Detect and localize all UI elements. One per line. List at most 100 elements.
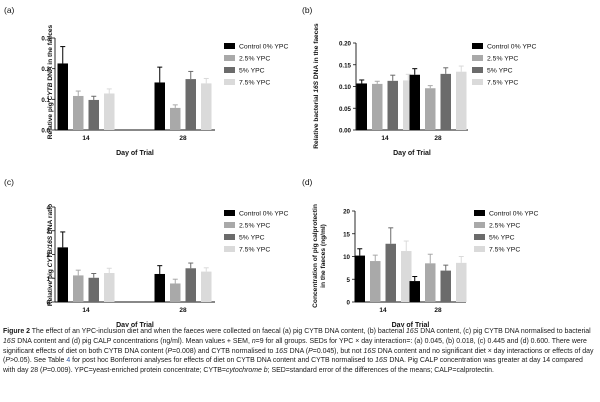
bar — [104, 273, 115, 302]
bar — [425, 88, 436, 130]
bar — [170, 283, 181, 302]
caption-segment: DNA. Pig CALP concentration was greater … — [3, 357, 583, 375]
caption-segment: DNA content, (c) pig CYTB DNA normalised… — [418, 328, 591, 335]
bar — [440, 270, 451, 302]
caption-segment: DNA ( — [287, 347, 309, 355]
bar — [185, 79, 196, 130]
legend-swatch — [224, 222, 235, 228]
x-axis-label: Day of Trial — [392, 322, 430, 327]
chart-panel: (a) 0.0 0.1 0.2 0.3 14 28 Day of Trial Relative … — [4, 5, 288, 157]
x-tick-label: 28 — [434, 135, 442, 142]
y-tick-label: 0.0 — [41, 128, 50, 135]
panel-letter: (c) — [4, 177, 14, 187]
y-tick-label: 4 — [47, 205, 51, 212]
bar — [370, 261, 381, 302]
chart-panel: (c) 0 1 2 3 4 14 28 Day of Trial Relative pig CYT… — [4, 177, 288, 327]
legend-swatch — [224, 79, 235, 85]
y-tick-label: 0.05 — [339, 106, 352, 113]
legend-label: 7.5% YPC — [487, 80, 518, 87]
x-tick-label: 14 — [381, 135, 389, 142]
y-tick-label: 20 — [343, 209, 350, 216]
legend-swatch — [224, 55, 235, 61]
y-tick-label: 0 — [47, 300, 51, 307]
x-tick-label: 14 — [82, 307, 90, 314]
y-axis-label: Relative bacterial 16S DNA in the faeces — [313, 23, 320, 149]
x-axis-label: Day of Trial — [116, 322, 154, 327]
legend-label: 2.5% YPC — [487, 56, 518, 63]
bar — [409, 281, 420, 302]
legend-swatch — [224, 234, 235, 240]
x-tick-label: 28 — [434, 307, 442, 314]
bar — [354, 255, 365, 302]
y-tick-label: 0.15 — [339, 62, 352, 69]
bar — [440, 73, 451, 130]
x-tick-label: 28 — [179, 135, 187, 142]
caption-segment: =0.009). YPC=yeast-enriched protein conc… — [46, 367, 226, 375]
y-tick-label: 1 — [47, 276, 51, 283]
legend-label: Control 0% YPC — [487, 44, 536, 51]
bar — [409, 74, 420, 130]
bar — [154, 273, 165, 302]
bar — [73, 275, 84, 302]
panel-letter: (b) — [302, 5, 313, 15]
y-tick-label: 0.2 — [41, 66, 50, 73]
legend-label: 7.5% YPC — [489, 247, 520, 254]
caption-segment: 16S — [275, 347, 288, 355]
caption-segment: 16S — [3, 337, 16, 345]
y-tick-label: 0.20 — [339, 41, 352, 48]
caption-segment: >0.05). See Table — [9, 357, 67, 365]
bar — [356, 83, 367, 130]
bar — [372, 83, 383, 130]
bar — [201, 83, 212, 130]
legend-label: 5% YPC — [239, 68, 265, 75]
bar — [425, 263, 436, 302]
bar — [403, 80, 414, 130]
caption-body: The effect of an YPC-inclusion diet and … — [3, 328, 593, 374]
bar — [73, 95, 84, 130]
legend-label: 7.5% YPC — [239, 247, 270, 254]
y-tick-label: 10 — [343, 254, 350, 261]
legend-label: 5% YPC — [487, 68, 513, 75]
legend-swatch — [472, 79, 483, 85]
bar — [170, 107, 181, 130]
legend-swatch — [224, 43, 235, 49]
caption-segment: DNA content and no significant diet × da… — [3, 347, 594, 365]
legend-label: Control 0% YPC — [489, 211, 538, 218]
caption-segment: 16S — [363, 347, 376, 355]
legend-label: 2.5% YPC — [239, 56, 270, 63]
y-axis-label: in the faeces (ng/ml) — [320, 224, 327, 288]
y-tick-label: 0.1 — [41, 97, 50, 104]
x-tick-label: 14 — [379, 307, 387, 314]
y-tick-label: 0.00 — [339, 128, 352, 135]
caption-segment: for post hoc Bonferroni analyses for eff… — [70, 357, 376, 365]
bar — [385, 243, 396, 302]
caption-segment: =0.008) and CYTB normalised to — [172, 347, 276, 355]
legend-label: 2.5% YPC — [239, 223, 270, 230]
caption-label: Figure 2 — [3, 328, 30, 335]
y-tick-label: 0.3 — [41, 36, 50, 43]
x-axis-label: Day of Trial — [116, 150, 154, 157]
legend-swatch — [474, 210, 485, 216]
y-tick-label: 0 — [347, 300, 351, 307]
bar — [201, 271, 212, 302]
legend-label: 5% YPC — [239, 235, 265, 242]
caption-segment: ; SED=standard error of the differences … — [267, 367, 494, 375]
legend-swatch — [474, 246, 485, 252]
bar — [401, 251, 412, 302]
legend-swatch — [224, 210, 235, 216]
caption-table-link[interactable]: 4 — [66, 357, 71, 365]
y-axis-label: Concentration of pig calprotectin — [312, 204, 319, 308]
y-tick-label: 3 — [47, 228, 51, 235]
y-tick-label: 0.10 — [339, 84, 352, 91]
caption-segment: DNA content and (d) pig CALP concentrati… — [15, 337, 252, 345]
caption-segment: 16S — [406, 328, 419, 335]
caption-segment: P — [167, 347, 173, 355]
legend-label: 2.5% YPC — [489, 223, 520, 230]
panel-letter: (d) — [302, 177, 313, 187]
caption-segment: P — [308, 347, 313, 355]
legend-swatch — [224, 67, 235, 73]
legend-swatch — [474, 234, 485, 240]
caption-segment: =9 for all groups. SEDs for YPC × day in… — [3, 337, 587, 355]
caption-segment: The effect of an YPC-inclusion diet and … — [30, 328, 406, 335]
legend-swatch — [474, 222, 485, 228]
